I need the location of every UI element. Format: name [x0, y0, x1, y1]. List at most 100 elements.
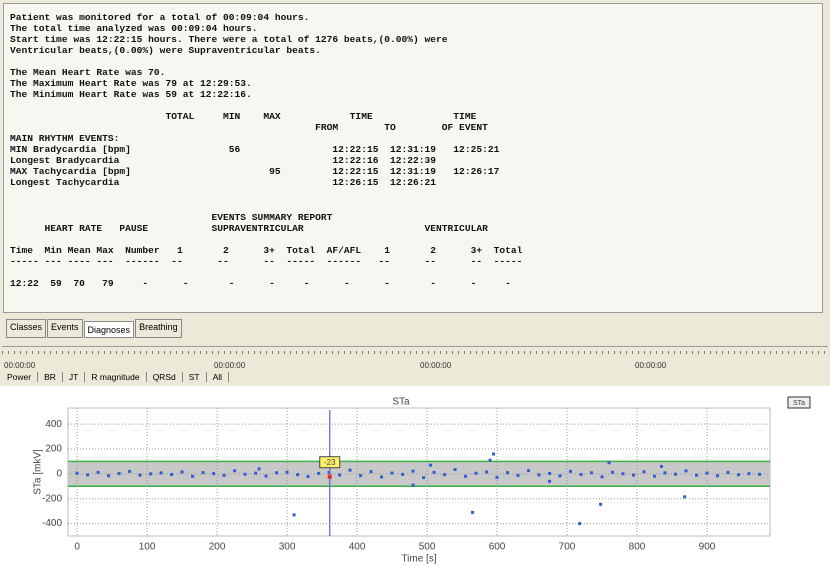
data-point	[474, 471, 478, 475]
timeline-label: 00:00:00	[635, 361, 667, 370]
data-point	[495, 475, 499, 479]
data-point	[191, 474, 195, 478]
data-point	[663, 471, 667, 475]
data-point	[264, 474, 268, 478]
data-point	[275, 471, 279, 475]
data-point	[254, 471, 258, 475]
data-point	[621, 472, 625, 476]
data-point	[128, 469, 132, 473]
data-point	[642, 470, 646, 474]
x-tick-label: 0	[74, 542, 80, 553]
report-line: TOTAL MIN MAX TIME TIME	[10, 111, 477, 122]
data-point	[86, 473, 90, 477]
timeline[interactable]	[2, 346, 828, 357]
report-block: EVENTS SUMMARY REPORT HEART RATE PAUSE S…	[10, 212, 816, 234]
toolbar-button[interactable]: All	[211, 372, 230, 382]
report-line: MAX Tachycardia [bpm] 95 12:22:15 12:31:…	[10, 166, 500, 177]
report-line: ----- --- ---- --- ------ -- -- -- -----…	[10, 256, 523, 267]
cursor-label-box	[319, 456, 341, 469]
data-point	[380, 475, 384, 479]
data-point	[485, 470, 489, 474]
tab[interactable]: Breathing	[135, 319, 182, 338]
data-point	[660, 464, 664, 468]
toolbar-button[interactable]: QRSd	[151, 372, 183, 382]
data-point	[488, 458, 492, 462]
data-point	[390, 471, 394, 475]
data-point	[75, 471, 79, 475]
toolbar-button[interactable]: R magnitude	[89, 372, 147, 382]
x-tick-label: 200	[209, 542, 226, 553]
data-point	[600, 475, 604, 479]
x-tick-label: 300	[279, 542, 296, 553]
data-point	[599, 502, 603, 506]
data-point	[201, 471, 205, 475]
report-panel: Patient was monitored for a total of 00:…	[3, 3, 823, 313]
toolbar-button[interactable]: JT	[67, 372, 86, 382]
report-line: The Maximum Heart Rate was 79 at 12:29:5…	[10, 78, 252, 89]
tab[interactable]: Diagnoses	[83, 321, 135, 338]
y-tick-label: -400	[42, 518, 62, 529]
data-point	[222, 473, 226, 477]
report-line: The total time analyzed was 00:09:04 hou…	[10, 23, 258, 34]
report-block: The Mean Heart Rate was 70. The Maximum H…	[10, 67, 816, 100]
legend-box	[787, 396, 811, 409]
data-point	[359, 474, 363, 478]
data-point	[327, 470, 331, 474]
data-point	[138, 473, 142, 477]
data-point	[317, 471, 321, 475]
data-point	[432, 470, 436, 474]
cursor-marker	[327, 474, 332, 479]
timeline-label: 00:00:00	[4, 361, 36, 370]
x-tick-label: 600	[489, 542, 506, 553]
data-point	[285, 470, 289, 474]
data-point	[558, 474, 562, 478]
data-point	[429, 463, 433, 467]
data-point	[726, 470, 730, 474]
data-point	[758, 472, 762, 476]
timeline-label: 00:00:00	[420, 361, 452, 370]
legend-label: STa	[793, 400, 805, 407]
x-tick-label: 900	[699, 542, 716, 553]
data-point	[579, 472, 583, 476]
data-point	[212, 472, 216, 476]
report-line: Time Min Mean Max Number 1 2 3+ Total AF…	[10, 245, 523, 256]
data-point	[569, 469, 573, 473]
data-point	[96, 470, 100, 474]
toolbar-button[interactable]: ST	[187, 372, 207, 382]
y-tick-label: 0	[56, 469, 62, 480]
report-block: TOTAL MIN MAX TIME TIME FROM TO OF EVENT…	[10, 111, 816, 188]
report-line: Longest Tachycardia 12:26:15 12:26:21	[10, 177, 437, 188]
data-point	[516, 473, 520, 477]
data-point	[257, 467, 261, 471]
data-point	[716, 474, 720, 478]
cursor-label: -23	[324, 458, 336, 467]
data-point	[578, 522, 582, 526]
x-tick-label: 100	[139, 542, 156, 553]
data-point	[107, 474, 111, 478]
data-point	[705, 471, 709, 475]
data-point	[338, 473, 342, 477]
toolbar-button[interactable]: BR	[42, 372, 63, 382]
data-point	[537, 473, 541, 477]
data-point	[590, 471, 594, 475]
report-block: Patient was monitored for a total of 00:…	[10, 12, 816, 56]
data-point	[548, 471, 552, 475]
report-line: Patient was monitored for a total of 00:…	[10, 12, 310, 23]
report-line: Ventricular beats,(0.00%) were Supravent…	[10, 45, 321, 56]
data-point	[683, 495, 687, 499]
x-tick-label: 400	[349, 542, 366, 553]
tab[interactable]: Events	[47, 319, 83, 338]
report-block: Time Min Mean Max Number 1 2 3+ Total AF…	[10, 245, 816, 267]
data-point	[149, 472, 153, 476]
data-point	[411, 469, 415, 473]
data-point	[506, 471, 510, 475]
data-point	[422, 476, 426, 480]
toolbar-button[interactable]: Power	[5, 372, 39, 382]
data-point	[306, 475, 310, 479]
data-point	[401, 472, 405, 476]
x-axis-label: Time [s]	[401, 554, 436, 565]
data-point	[453, 468, 457, 472]
tab[interactable]: Classes	[6, 319, 47, 338]
